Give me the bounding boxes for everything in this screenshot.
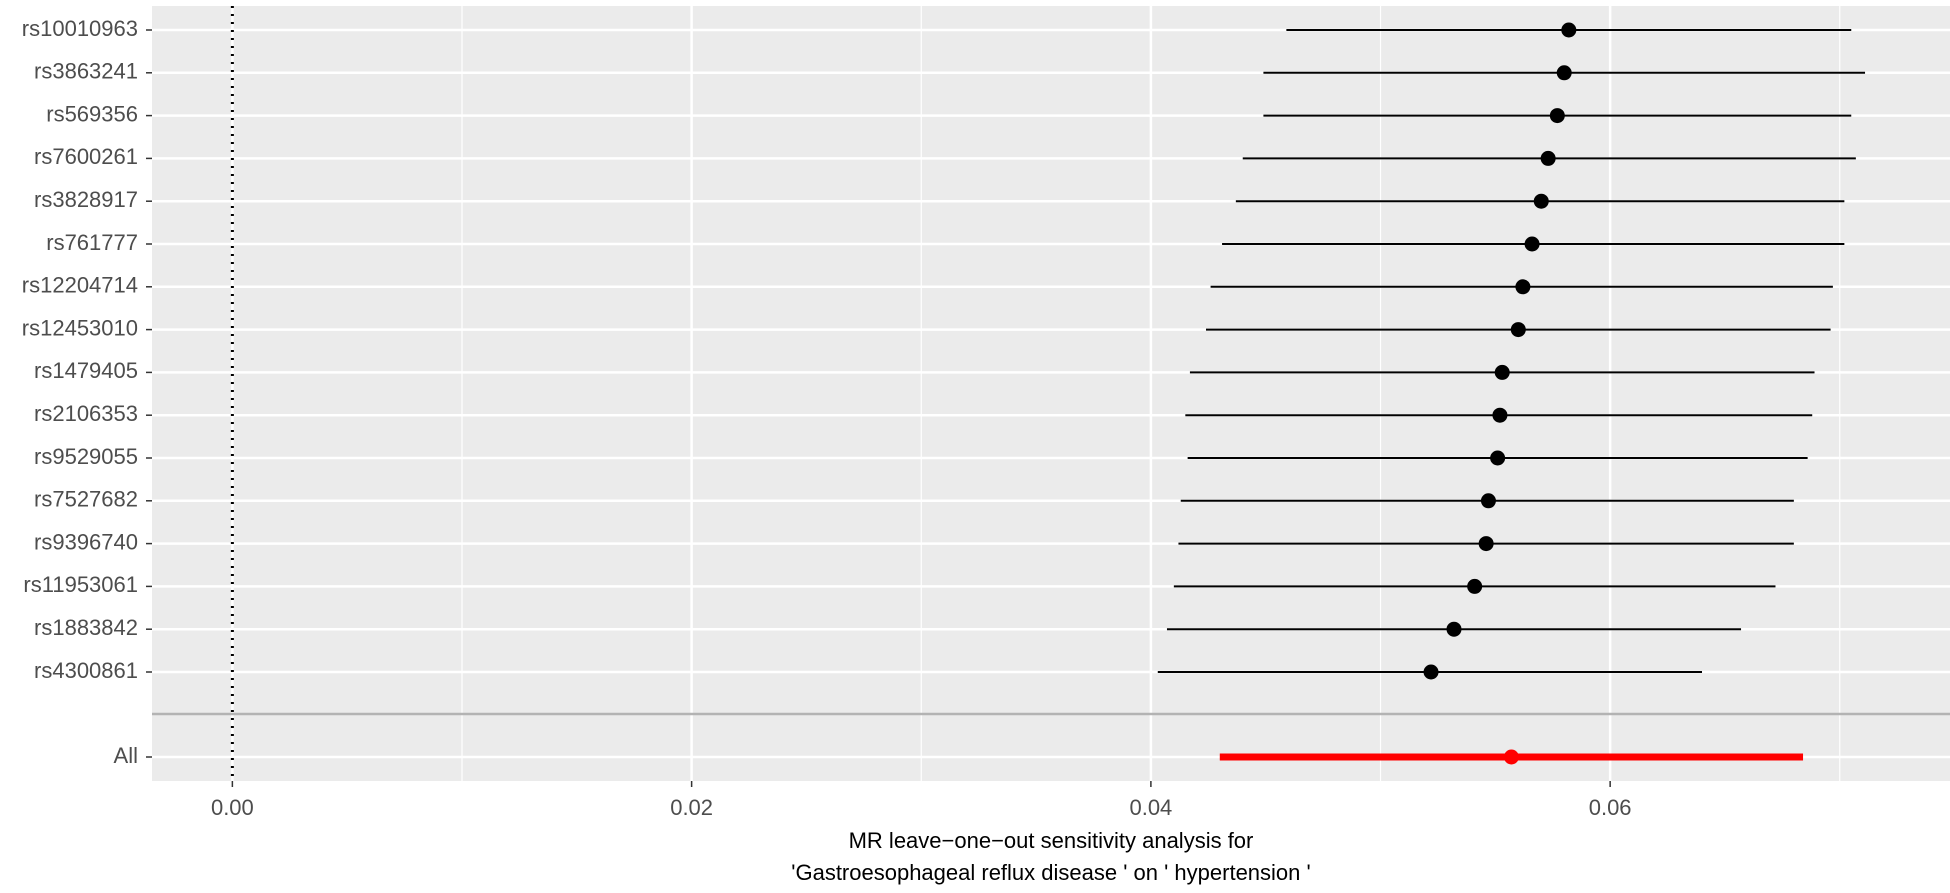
y-tick-label: rs3863241	[34, 59, 138, 84]
y-tick-label: rs7600261	[34, 144, 138, 169]
point	[1480, 493, 1496, 509]
point	[1423, 664, 1439, 680]
x-axis-label: MR leave−one−out sensitivity analysis fo…	[849, 828, 1254, 853]
x-tick-label: 0.04	[1129, 795, 1172, 820]
x-axis-label: 'Gastroesophageal reflux disease ' on ' …	[791, 860, 1310, 885]
panel	[152, 6, 1950, 781]
y-tick-label: rs4300861	[34, 658, 138, 683]
y-tick-label: rs7527682	[34, 487, 138, 512]
point	[1467, 578, 1483, 594]
point	[1494, 364, 1510, 380]
x-tick-label: 0.02	[670, 795, 713, 820]
point	[1446, 621, 1462, 637]
point	[1510, 322, 1526, 338]
y-tick-label: rs9396740	[34, 529, 138, 554]
point	[1515, 279, 1531, 295]
point	[1478, 536, 1494, 552]
y-tick-label: rs10010963	[22, 16, 138, 41]
point	[1492, 407, 1508, 423]
y-tick-label: rs2106353	[34, 401, 138, 426]
y-tick-label: rs11953061	[23, 572, 138, 597]
point	[1549, 108, 1565, 124]
y-tick-label: rs12204714	[22, 273, 138, 298]
point	[1490, 450, 1506, 466]
point	[1561, 22, 1577, 38]
y-tick-label: rs3828917	[34, 187, 138, 212]
x-tick-label: 0.00	[211, 795, 254, 820]
point	[1533, 193, 1549, 209]
y-tick-label: rs9529055	[34, 444, 138, 469]
summary-point	[1503, 749, 1519, 765]
y-tick-label: rs1479405	[34, 358, 138, 383]
point	[1556, 65, 1572, 81]
x-tick-label: 0.06	[1589, 795, 1632, 820]
y-tick-label: rs761777	[46, 230, 138, 255]
y-tick-label: rs569356	[46, 101, 138, 126]
y-tick-label: rs12453010	[22, 315, 138, 340]
y-tick-label: All	[114, 743, 138, 768]
y-tick-label: rs1883842	[34, 615, 138, 640]
point	[1540, 150, 1556, 166]
point	[1524, 236, 1540, 252]
